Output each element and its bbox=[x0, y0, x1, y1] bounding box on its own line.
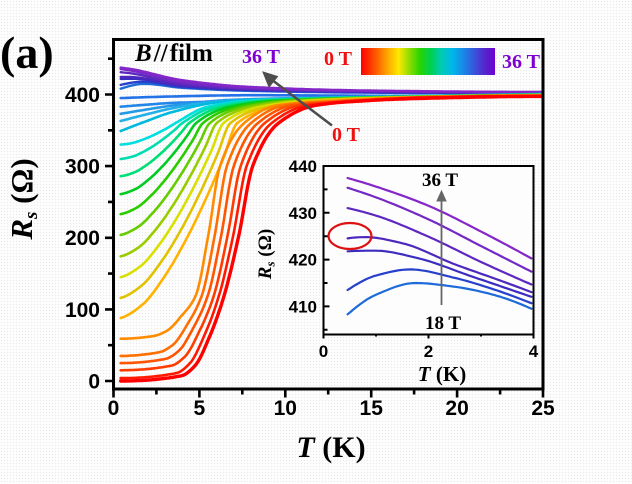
svg-text:36 T: 36 T bbox=[242, 46, 281, 68]
svg-text:Rs (Ω): Rs (Ω) bbox=[255, 229, 278, 280]
svg-text:0: 0 bbox=[108, 397, 120, 420]
svg-text:0 T: 0 T bbox=[324, 48, 353, 70]
svg-text:B // film: B // film bbox=[134, 40, 213, 67]
svg-text:200: 200 bbox=[65, 227, 100, 250]
svg-text:0: 0 bbox=[319, 342, 328, 361]
svg-text:18 T: 18 T bbox=[425, 313, 461, 334]
svg-text:36 T: 36 T bbox=[422, 170, 458, 191]
svg-text:5: 5 bbox=[194, 397, 206, 420]
svg-text:(a): (a) bbox=[0, 27, 54, 78]
svg-text:0 T: 0 T bbox=[332, 124, 361, 146]
svg-text:440: 440 bbox=[289, 157, 317, 176]
svg-text:300: 300 bbox=[65, 156, 100, 179]
svg-text:15: 15 bbox=[360, 397, 384, 420]
svg-text:T (K): T (K) bbox=[296, 431, 365, 464]
svg-text:T (K): T (K) bbox=[418, 362, 466, 386]
svg-text:25: 25 bbox=[531, 397, 555, 420]
svg-text:2: 2 bbox=[424, 342, 433, 361]
svg-text:430: 430 bbox=[289, 204, 317, 223]
svg-text:20: 20 bbox=[445, 397, 468, 420]
svg-text:400: 400 bbox=[65, 84, 100, 107]
svg-text:420: 420 bbox=[289, 251, 317, 270]
svg-text:Rs (Ω): Rs (Ω) bbox=[4, 158, 42, 240]
svg-text:100: 100 bbox=[65, 299, 100, 322]
svg-text:4: 4 bbox=[529, 342, 539, 361]
svg-text:10: 10 bbox=[274, 397, 297, 420]
svg-text:410: 410 bbox=[289, 297, 317, 316]
svg-text:0: 0 bbox=[88, 371, 100, 394]
svg-text:36 T: 36 T bbox=[502, 51, 541, 73]
